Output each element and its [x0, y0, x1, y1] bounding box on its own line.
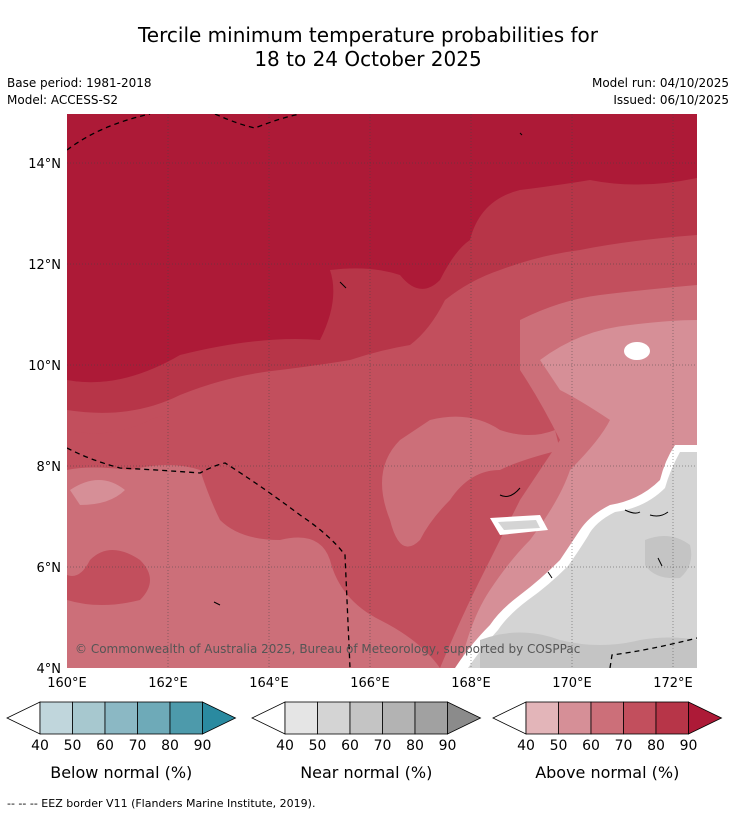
colorbar-segment [284, 701, 318, 735]
near-patch [498, 520, 540, 530]
colorbar-tick-label: 70 [615, 738, 633, 754]
y-tick-label: 12°N [28, 258, 61, 273]
colorbar-segment [169, 701, 203, 735]
near-50-island [645, 536, 692, 579]
y-tick-label: 6°N [37, 561, 62, 576]
map-layers: © Commonwealth of Australia 2025, Bureau… [67, 114, 697, 668]
colorbar-tick-label: 60 [341, 738, 359, 754]
colorbar-tick-label: 40 [31, 738, 49, 754]
colorbar-tick-label: 80 [161, 738, 179, 754]
colorbar-tick-label: 80 [647, 738, 665, 754]
above-40-west [70, 480, 125, 505]
x-tick-label: 172°E [653, 676, 693, 691]
colorbar-tick-label: 50 [550, 738, 568, 754]
y-tick-label: 10°N [28, 359, 61, 374]
colorbar-over-extension [202, 701, 237, 735]
chart-title-line1: Tercile minimum temperature probabilitie… [137, 23, 599, 47]
colorbar-tick-label: 60 [582, 738, 600, 754]
x-tick-label: 162°E [148, 676, 188, 691]
colorbar-tick-label: 90 [194, 738, 212, 754]
above-50-southwest [67, 465, 440, 668]
colorbar-under-extension [251, 701, 286, 735]
colorbar-segment [655, 701, 689, 735]
eez-borders [67, 114, 697, 668]
colorbar-segment [525, 701, 559, 735]
colorbar-tick-label: 40 [517, 738, 535, 754]
colorbar-segment [137, 701, 171, 735]
colorbar-tick-label: 70 [129, 738, 147, 754]
base-period: Base period: 1981-2018 [7, 76, 152, 90]
colorbar-segment [39, 701, 73, 735]
above-50-central [382, 416, 560, 547]
colorbar-tick-label: 90 [680, 738, 698, 754]
colorbar-over-extension [447, 701, 482, 735]
x-tick-label: 168°E [451, 676, 491, 691]
chart-title-line2: 18 to 24 October 2025 [254, 47, 482, 71]
islands [213, 132, 669, 606]
credit-text: © Commonwealth of Australia 2025, Bureau… [75, 642, 580, 656]
footer-note: -- -- -- EEZ border V11 (Flanders Marine… [7, 797, 316, 810]
y-tick-label: 14°N [28, 157, 61, 172]
colorbar-tick-label: 80 [406, 738, 424, 754]
near-50-region [480, 632, 697, 668]
x-axis: 160°E 162°E 164°E 166°E 168°E 170°E 172°… [47, 676, 693, 691]
colorbar-segment [317, 701, 351, 735]
colorbar-near: 40 50 60 70 80 90 Near normal (%) [251, 701, 482, 782]
colorbar-under-extension [6, 701, 41, 735]
colorbar-segment [590, 701, 624, 735]
issued-date: Issued: 06/10/2025 [613, 93, 729, 107]
colorbar-tick-label: 50 [309, 738, 327, 754]
colorbar-tick-label: 60 [96, 738, 114, 754]
colorbar-tick-label: 40 [276, 738, 294, 754]
model-name: Model: ACCESS-S2 [7, 93, 119, 107]
colorbar-segment [349, 701, 383, 735]
colorbar-segment [382, 701, 416, 735]
x-tick-label: 170°E [552, 676, 592, 691]
colorbar-tick-label: 70 [374, 738, 392, 754]
gridlines [67, 114, 697, 668]
colorbar-segment [558, 701, 592, 735]
x-tick-label: 164°E [249, 676, 289, 691]
colorbar-title: Below normal (%) [50, 763, 192, 782]
x-tick-label: 166°E [350, 676, 390, 691]
x-tick-label: 160°E [47, 676, 87, 691]
y-tick-label: 4°N [37, 662, 62, 677]
colorbar-segment [72, 701, 106, 735]
white-ellipse [624, 342, 650, 360]
colorbar-segment [104, 701, 138, 735]
colorbar-title: Above normal (%) [535, 763, 679, 782]
colorbar-segment [623, 701, 657, 735]
colorbar-tick-label: 50 [64, 738, 82, 754]
near-40-region [468, 452, 697, 668]
colorbar-under-extension [492, 701, 527, 735]
colorbar-tick-label: 90 [439, 738, 457, 754]
y-axis: 14°N 12°N 10°N 8°N 6°N 4°N [28, 157, 61, 677]
y-tick-label: 8°N [37, 460, 62, 475]
colorbar-title: Near normal (%) [300, 763, 432, 782]
model-run: Model run: 04/10/2025 [591, 76, 729, 90]
colorbar-over-extension [688, 701, 723, 735]
colorbar-segment [414, 701, 448, 735]
